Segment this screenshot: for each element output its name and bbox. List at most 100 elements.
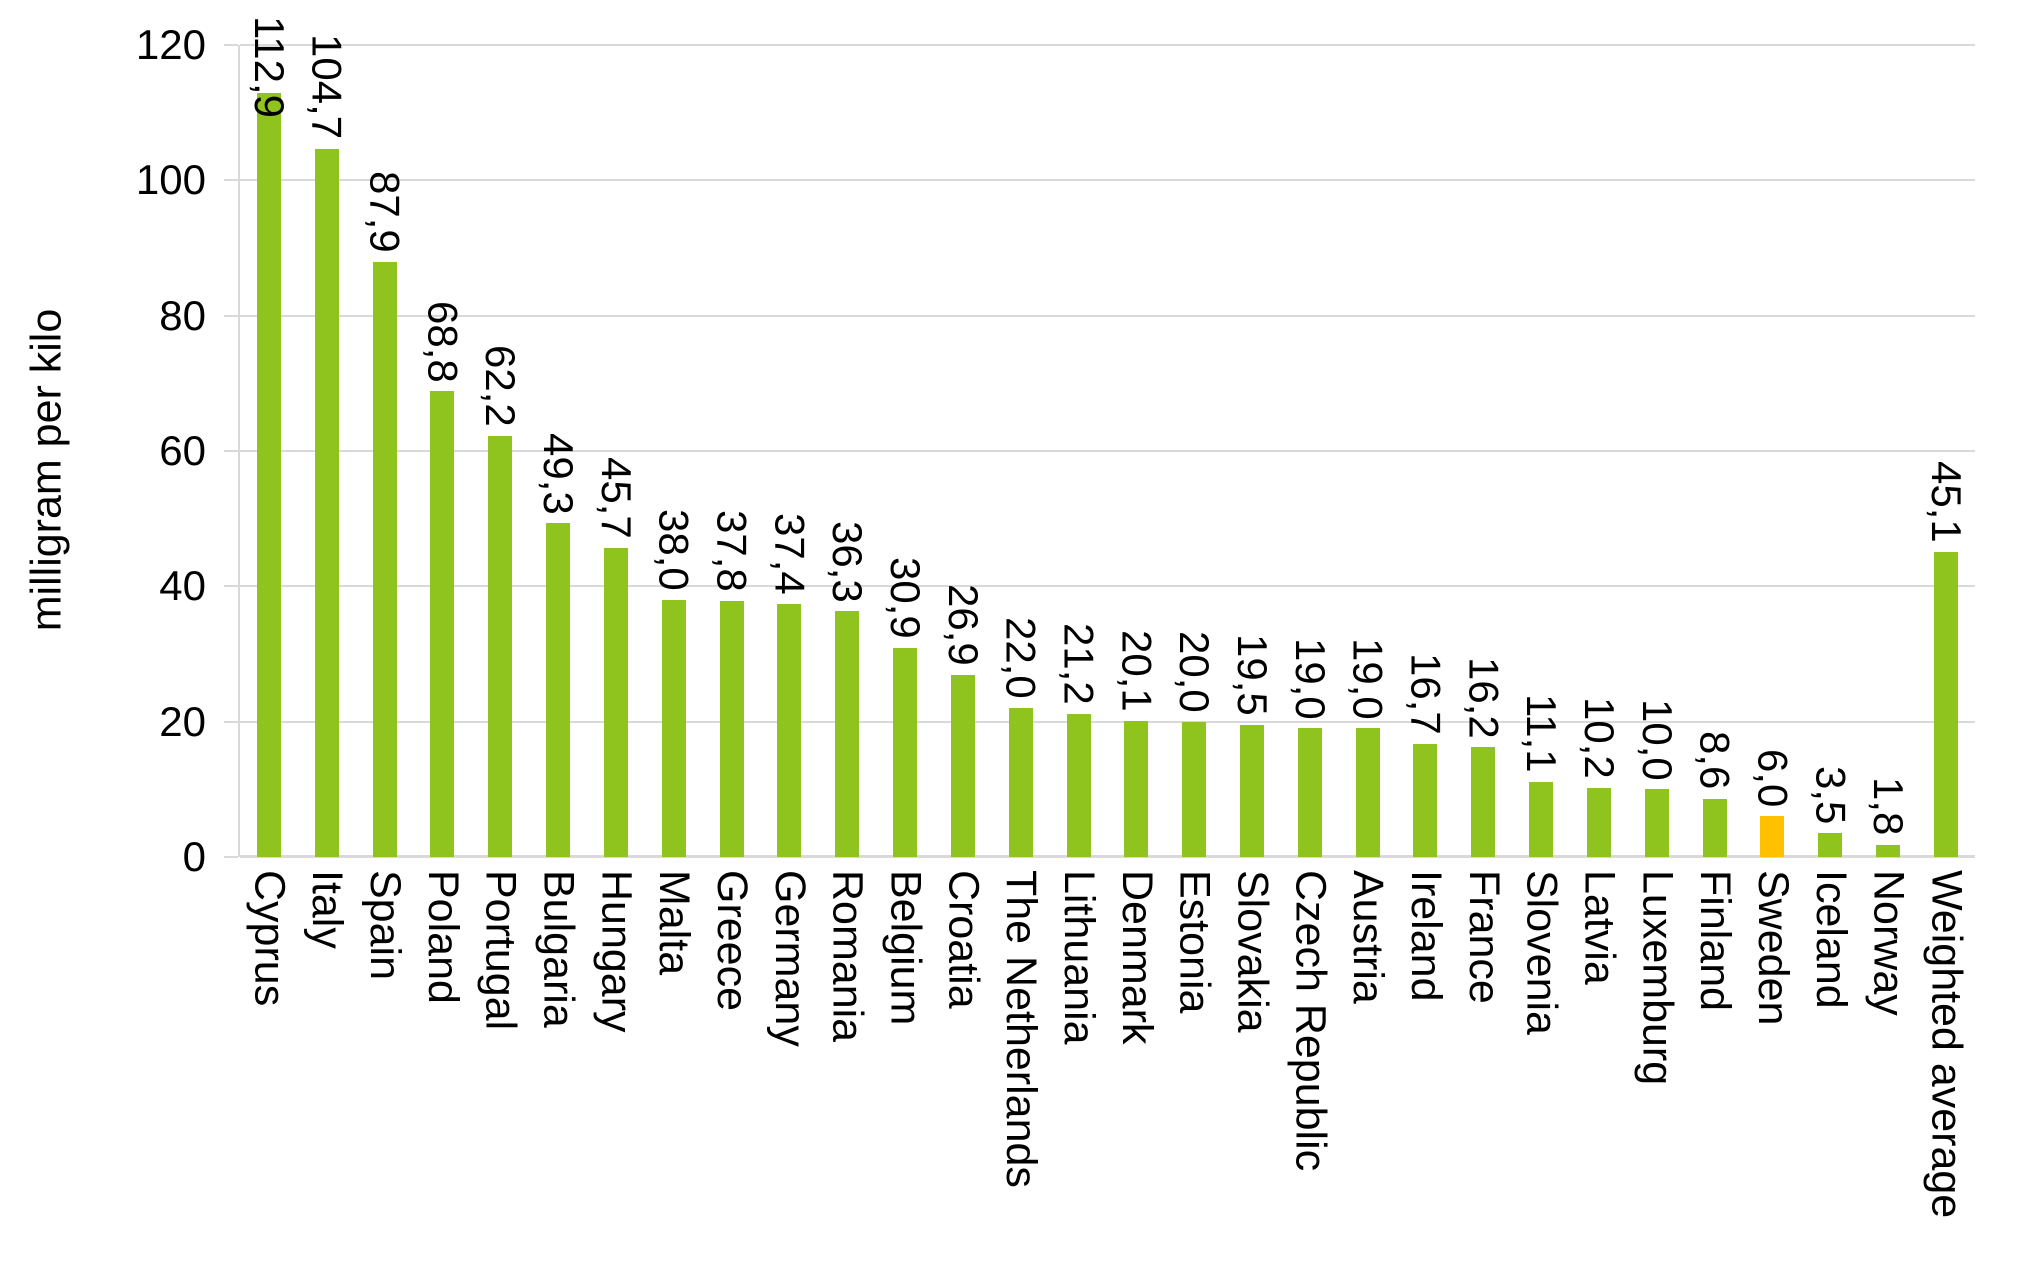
bar-slot: 112,9 Cyprus xyxy=(240,16,298,1006)
bar xyxy=(1355,728,1380,857)
y-axis-tick-label: 120 xyxy=(135,21,206,68)
bar-slot: 19,5 Slovakia xyxy=(1223,45,1281,1032)
category-label: The Netherlands xyxy=(997,870,1046,1188)
category-label: Romania xyxy=(823,870,872,1043)
bar xyxy=(1413,744,1438,857)
category-label: Malta xyxy=(650,870,699,976)
bar xyxy=(256,93,281,857)
category-label: Germany xyxy=(765,870,814,1047)
gridline xyxy=(240,44,1975,46)
bar-value-label: 11,1 xyxy=(1518,694,1566,773)
y-axis-tick-label: 80 xyxy=(159,291,206,339)
bar-slot: 3,5 Iceland xyxy=(1801,45,1859,1009)
category-label: Luxemburg xyxy=(1633,870,1682,1086)
bar-value-label: 45,7 xyxy=(592,457,640,539)
bar xyxy=(1702,798,1727,857)
bar-value-label: 38,0 xyxy=(650,509,698,591)
bar-value-label: 8,6 xyxy=(1691,731,1739,790)
y-axis-tick xyxy=(224,314,238,317)
bar xyxy=(1124,721,1149,857)
bar-value-label: 10,2 xyxy=(1575,697,1623,779)
bar xyxy=(488,436,513,857)
bar-slot: 19,0 Austria xyxy=(1339,45,1397,1004)
bar-value-label: 49,3 xyxy=(535,432,583,515)
y-axis-tick-label: 100 xyxy=(135,156,206,204)
bar-slot: 104,7 Italy xyxy=(298,34,356,948)
bar-value-label: 62,2 xyxy=(477,345,525,428)
bar xyxy=(1066,713,1091,857)
category-label: Poland xyxy=(418,870,467,1004)
bar xyxy=(777,603,802,857)
bar-value-label: 21,2 xyxy=(1055,622,1103,705)
y-axis-line xyxy=(238,45,240,857)
bar xyxy=(546,523,571,857)
bar-value-label: 20,0 xyxy=(1171,630,1219,713)
bar-slot: 20,1 Denmark xyxy=(1107,45,1165,1044)
category-label: Hungary xyxy=(592,870,641,1033)
bar-slot: 16,7 Ireland xyxy=(1397,45,1455,1001)
bar-slot: 45,1 Weighted average xyxy=(1917,45,1975,1218)
bar-value-label: 22,0 xyxy=(997,617,1045,700)
bar-slot: 19,0 Czech Republic xyxy=(1281,45,1339,1171)
category-label: Spain xyxy=(361,870,410,980)
bars-group: 112,9 Cyprus 104,7 Italy 87,9 Spain 68,8 Poland… xyxy=(240,16,1975,1218)
bar-value-label: 30,9 xyxy=(882,557,930,639)
bar-slot: 6,0 Sweden xyxy=(1744,45,1802,1025)
bar-value-label: 112,9 xyxy=(245,16,293,118)
bar xyxy=(1933,551,1958,857)
category-label: Italy xyxy=(303,870,352,949)
y-axis-tick xyxy=(224,44,238,46)
bar-slot: 49,3 Bulgaria xyxy=(529,45,587,1028)
bar-slot: 16,2 France xyxy=(1454,45,1512,1004)
plot-area: 112,9 Cyprus 104,7 Italy 87,9 Spain 68,8 Poland… xyxy=(238,16,1975,1218)
bar-value-label: 104,7 xyxy=(303,34,351,140)
bar-value-label: 26,9 xyxy=(939,584,987,666)
y-axis-tick-label: 40 xyxy=(159,562,206,610)
bar-slot: 30,9 Belgium xyxy=(876,45,934,1025)
bar-value-label: 20,1 xyxy=(1113,630,1161,712)
y-axis-tick-label: 20 xyxy=(159,697,206,745)
category-label: Cyprus xyxy=(245,870,294,1007)
y-axis-tick xyxy=(224,720,238,723)
y-axis-tick-label: 0 xyxy=(182,833,206,880)
bar xyxy=(1471,747,1496,857)
bar-value-label: 19,0 xyxy=(1344,637,1392,720)
bar-slot: 68,8 Poland xyxy=(413,45,471,1004)
bar xyxy=(893,647,918,857)
category-label: Sweden xyxy=(1748,870,1797,1026)
bar-slot: 11,1 Slovenia xyxy=(1512,45,1570,1035)
bar-value-label: 16,2 xyxy=(1460,656,1508,739)
bar-value-label: 16,7 xyxy=(1402,653,1450,735)
y-axis-tick xyxy=(224,450,238,452)
bar xyxy=(430,391,455,857)
category-label: Czech Republic xyxy=(1286,870,1335,1172)
bar xyxy=(1529,781,1554,857)
bar-value-label: 87,9 xyxy=(361,171,409,254)
bar xyxy=(1239,725,1264,857)
y-axis-tick-label: 60 xyxy=(159,427,206,474)
category-label: Slovenia xyxy=(1517,870,1566,1035)
bar-slot: 22,0 The Netherlands xyxy=(992,45,1050,1188)
y-axis-title: milligram per kilo xyxy=(22,308,71,632)
y-axis-tick xyxy=(224,179,238,182)
y-axis-tick xyxy=(224,856,238,858)
bar-value-label: 37,8 xyxy=(708,510,756,593)
bar-slot: 37,8 Greece xyxy=(703,45,761,1011)
bar-slot: 20,0 Estonia xyxy=(1165,45,1223,1014)
gridline xyxy=(240,179,1975,182)
bar-slot: 62,2 Portugal xyxy=(471,45,529,1030)
category-label: Bulgaria xyxy=(534,870,583,1028)
bar-value-label: 68,8 xyxy=(419,300,467,383)
category-label: Portugal xyxy=(476,870,525,1031)
bar-slot: 21,2 Lithuania xyxy=(1050,45,1108,1045)
category-label: Austria xyxy=(1344,870,1393,1004)
bar-slot: 87,9 Spain xyxy=(356,45,414,980)
x-axis-line xyxy=(240,855,1975,858)
bar xyxy=(314,148,339,857)
category-label: Iceland xyxy=(1806,870,1855,1009)
bar-value-label: 37,4 xyxy=(766,513,814,595)
bar-slot: 8,6 Finland xyxy=(1686,45,1744,1011)
bar-value-label: 36,3 xyxy=(824,520,872,603)
category-label: Finland xyxy=(1691,870,1740,1012)
